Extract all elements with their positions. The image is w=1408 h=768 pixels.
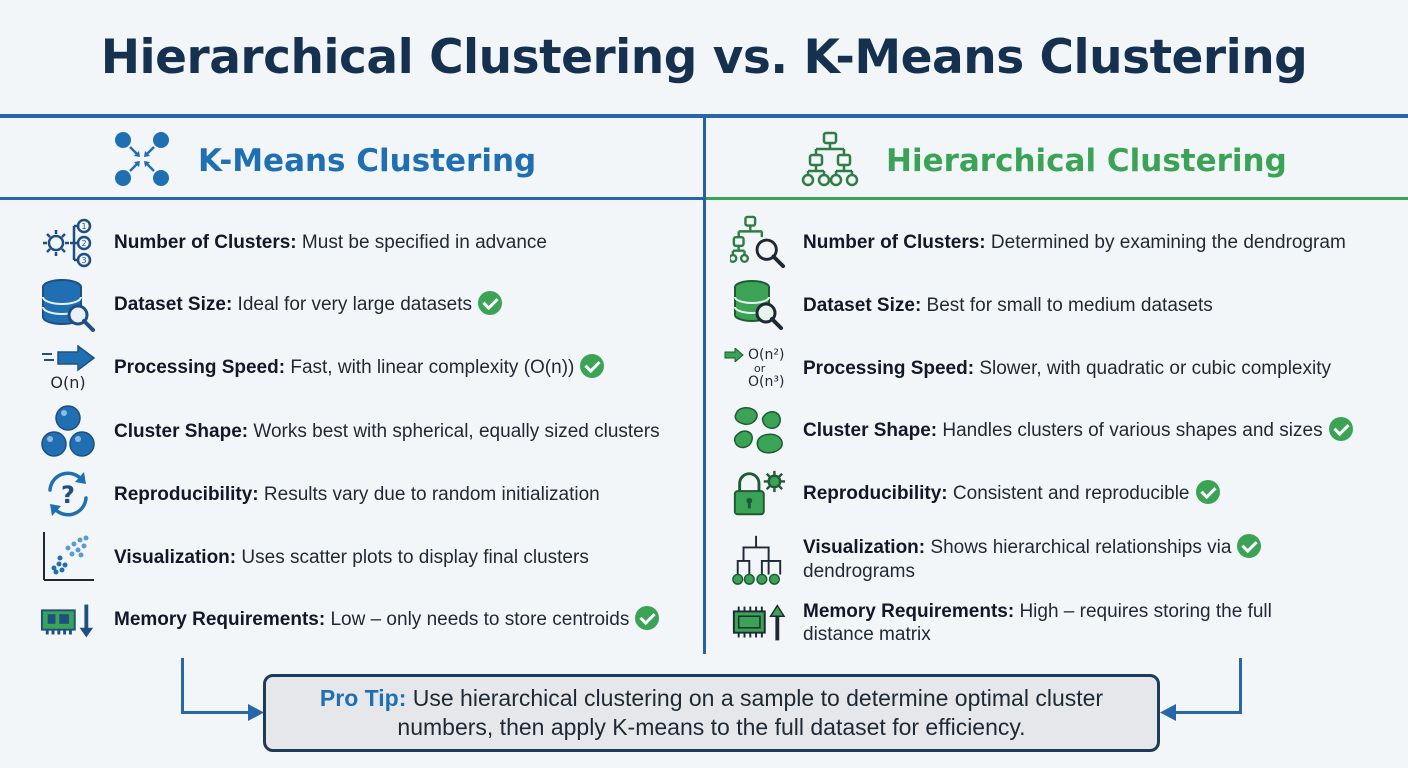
hierarchical-row-shape: Cluster Shape: Handles clusters of vario… xyxy=(730,403,1353,459)
svg-text:2: 2 xyxy=(81,239,86,248)
tree-search-icon xyxy=(730,214,786,270)
irregular-shapes-icon xyxy=(730,403,786,459)
kmeans-row-memory: Memory Requirements: Low – only needs to… xyxy=(40,592,660,648)
hierarchy-tree-icon xyxy=(800,131,860,192)
memory-chip-down-icon xyxy=(40,592,96,648)
hierarchical-row-clusters: Number of Clusters: Determined by examin… xyxy=(730,214,1346,270)
complexity-label: O(n) xyxy=(50,372,86,392)
page-title: Hierarchical Clustering vs. K-Means Clus… xyxy=(100,30,1308,85)
memory-chip-up-icon xyxy=(730,595,786,651)
column-divider xyxy=(703,118,706,654)
database-search-green-icon xyxy=(730,277,786,333)
check-icon xyxy=(580,354,605,378)
left-arrowhead-icon xyxy=(248,704,264,721)
kmeans-speed-text: Processing Speed: Fast, with linear comp… xyxy=(114,354,605,380)
check-icon xyxy=(635,606,660,630)
hierarchical-row-memory: Memory Requirements: High – requires sto… xyxy=(730,595,1272,651)
hierarchical-shape-text: Cluster Shape: Handles clusters of vario… xyxy=(803,417,1353,443)
hierarchical-dataset-text: Dataset Size: Best for small to medium d… xyxy=(803,294,1213,316)
kmeans-header-rule xyxy=(0,197,704,200)
svg-text:?: ? xyxy=(61,481,75,509)
title-divider xyxy=(0,114,1408,118)
pro-tip-box: Pro Tip: Use hierarchical clustering on … xyxy=(263,674,1160,752)
hierarchical-header-rule xyxy=(706,197,1408,200)
kmeans-visualization-text: Visualization: Uses scatter plots to dis… xyxy=(114,546,589,568)
hierarchical-row-visualization: Visualization: Shows hierarchical relati… xyxy=(730,531,1262,587)
check-icon xyxy=(478,291,503,315)
left-connector-horizontal xyxy=(181,711,251,714)
hierarchical-clusters-text: Number of Clusters: Determined by examin… xyxy=(803,231,1346,253)
kmeans-header: K-Means Clustering xyxy=(112,128,536,194)
kmeans-shape-text: Cluster Shape: Works best with spherical… xyxy=(114,420,660,442)
check-icon xyxy=(1328,417,1353,441)
kmeans-reproducibility-text: Reproducibility: Results vary due to ran… xyxy=(114,483,600,505)
lock-gear-icon xyxy=(730,466,786,522)
hierarchical-visualization-text: Visualization: Shows hierarchical relati… xyxy=(803,533,1262,583)
right-arrowhead-icon xyxy=(1160,704,1176,721)
dendrogram-icon xyxy=(730,531,786,587)
hierarchical-speed-text: Processing Speed: Slower, with quadratic… xyxy=(803,357,1331,379)
kmeans-clusters-text: Number of Clusters: Must be specified in… xyxy=(114,231,547,253)
svg-text:1: 1 xyxy=(81,222,86,231)
hierarchical-reproducibility-text: Reproducibility: Consistent and reproduc… xyxy=(803,480,1220,506)
slow-complexity-icon: O(n²) or O(n³) xyxy=(724,340,788,396)
cubic-label: O(n³) xyxy=(748,373,785,390)
hierarchical-heading: Hierarchical Clustering xyxy=(886,143,1287,179)
svg-text:3: 3 xyxy=(81,256,86,265)
pro-tip-text: Pro Tip: Use hierarchical clustering on … xyxy=(319,685,1104,740)
fast-arrow-icon: O(n) xyxy=(40,340,96,396)
hierarchical-memory-text: Memory Requirements: High – requires sto… xyxy=(803,601,1272,645)
right-connector-horizontal xyxy=(1174,711,1242,714)
kmeans-row-visualization: Visualization: Uses scatter plots to dis… xyxy=(40,529,589,585)
kmeans-row-clusters: 1 2 3 Number of Clusters: Must be specifie… xyxy=(40,214,547,270)
check-icon xyxy=(1237,533,1262,558)
gear-numbered-icon: 1 2 3 xyxy=(40,214,96,270)
hierarchical-row-dataset: Dataset Size: Best for small to medium d… xyxy=(730,277,1213,333)
or-label: or xyxy=(754,361,766,375)
scatter-plot-icon xyxy=(40,529,96,585)
cluster-network-icon xyxy=(112,129,172,194)
hierarchical-row-reproducibility: Reproducibility: Consistent and reproduc… xyxy=(730,466,1220,522)
hierarchical-header: Hierarchical Clustering xyxy=(800,128,1287,194)
kmeans-heading: K-Means Clustering xyxy=(198,143,537,179)
kmeans-row-dataset: Dataset Size: Ideal for very large datas… xyxy=(40,277,503,333)
database-search-icon xyxy=(40,277,96,333)
right-connector-vertical xyxy=(1239,658,1242,714)
kmeans-memory-text: Memory Requirements: Low – only needs to… xyxy=(114,606,660,632)
left-connector-vertical xyxy=(181,658,184,714)
kmeans-dataset-text: Dataset Size: Ideal for very large datas… xyxy=(114,291,503,317)
kmeans-row-shape: Cluster Shape: Works best with spherical… xyxy=(40,403,660,459)
quadratic-label: O(n²) xyxy=(748,346,785,363)
spheres-icon xyxy=(40,403,96,459)
hierarchical-row-speed: O(n²) or O(n³) Processing Speed: Slower,… xyxy=(724,340,1331,396)
kmeans-row-speed: O(n) Processing Speed: Fast, with linear… xyxy=(40,340,605,396)
check-icon xyxy=(1195,480,1220,504)
refresh-question-icon: ? xyxy=(40,466,96,522)
kmeans-row-reproducibility: ? Reproducibility: Results vary due to r… xyxy=(40,466,600,522)
